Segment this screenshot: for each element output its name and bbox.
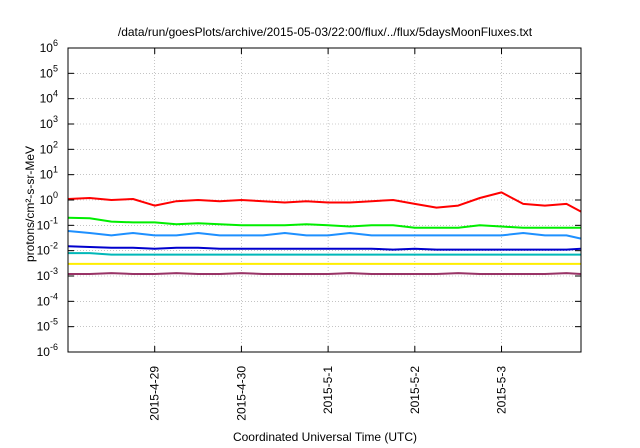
y-tick-label: 101	[40, 165, 58, 182]
plot-frame	[67, 47, 582, 353]
series-line-1	[67, 191, 582, 213]
x-axis-title: Coordinated Universal Time (UTC)	[233, 430, 417, 444]
x-tick-label: 2015-4-30	[234, 366, 248, 421]
series-line-5	[68, 252, 581, 256]
chart-title: /data/run/goesPlots/archive/2015-05-03/2…	[118, 25, 533, 39]
series-line-7	[68, 272, 582, 275]
y-axis-title: protons/cm²-s-sr-MeV	[23, 146, 37, 262]
series-line-4	[67, 245, 582, 251]
series-layer	[67, 191, 582, 275]
grid-layer	[68, 47, 581, 353]
y-tick-label: 10-4	[37, 291, 58, 308]
x-tick-label: 2015-4-29	[148, 366, 162, 421]
y-tick-label: 10-1	[37, 215, 58, 232]
y-tick-label: 102	[40, 139, 58, 156]
x-tick-label: 2015-5-2	[408, 366, 422, 414]
y-tick-label: 10-3	[37, 266, 58, 283]
series-line-2	[67, 216, 581, 229]
y-tick-label: 103	[40, 114, 58, 131]
y-tick-label: 10-6	[37, 342, 58, 359]
y-tick-label: 106	[40, 38, 58, 55]
y-tick-label: 105	[40, 63, 58, 80]
y-tick-label: 10-5	[37, 317, 58, 334]
tick-layer: 10-6 10-5 10-4 10-3 10-2 10-1 100 101 102 103 104 1…	[37, 38, 581, 421]
series-line-3	[67, 230, 582, 240]
x-tick-label: 2015-5-1	[321, 366, 335, 414]
y-tick-label: 104	[40, 89, 58, 106]
x-tick-label: 2015-5-3	[495, 366, 509, 414]
y-tick-label: 10-2	[37, 241, 58, 258]
y-tick-label: 100	[40, 190, 58, 207]
